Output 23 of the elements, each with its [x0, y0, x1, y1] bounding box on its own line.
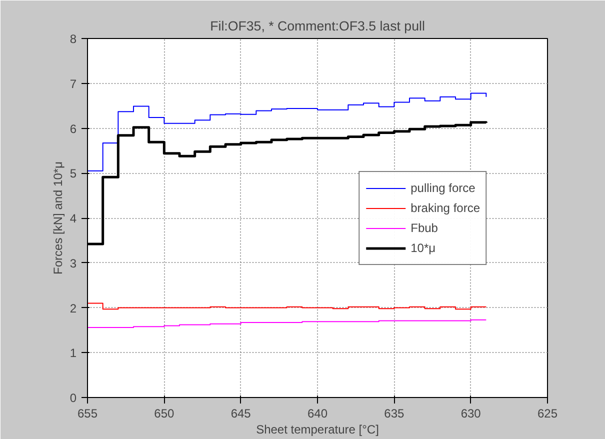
legend-label: Fbub [410, 220, 438, 234]
y-tick-label: 3 [70, 256, 77, 270]
x-tick-label: 635 [384, 406, 405, 420]
y-tick-label: 5 [70, 166, 77, 181]
legend-label: pulling force [410, 180, 476, 194]
x-tick-label: 655 [77, 406, 98, 420]
y-tick-label: 8 [70, 32, 77, 46]
x-tick-label: 650 [154, 406, 175, 420]
y-tick-label: 6 [70, 122, 77, 136]
x-axis-title: Sheet temperature [°C] [256, 422, 379, 436]
x-tick-label: 645 [230, 406, 252, 420]
y-tick-label: 2 [70, 301, 77, 316]
y-tick-label: 1 [70, 346, 77, 360]
y-axis-title: Forces [kN] and 10*μ [50, 161, 65, 274]
x-tick-label: 625 [537, 406, 558, 420]
y-tick-label: 4 [70, 212, 77, 226]
x-tick-label: 630 [460, 406, 482, 420]
chart-title: Fil:OF35, * Comment:OF3.5 last pull [210, 18, 425, 34]
y-tick-label: 0 [70, 391, 77, 405]
y-tick-label: 7 [70, 76, 77, 91]
legend-label: 10*μ [410, 240, 436, 254]
x-tick-label: 640 [307, 406, 328, 420]
legend-label: braking force [410, 200, 480, 214]
